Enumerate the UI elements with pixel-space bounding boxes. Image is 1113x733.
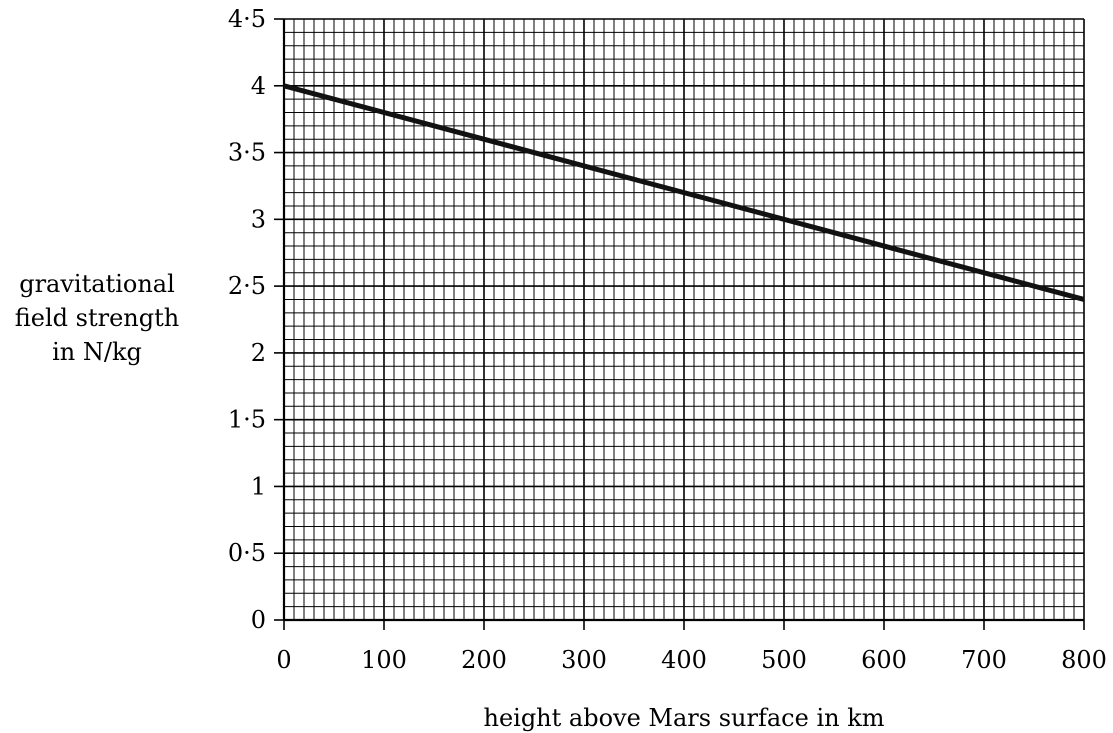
x-tick-label: 300 [561,646,607,674]
y-axis-title-line-1: gravitational [19,270,175,298]
x-tick-label: 100 [361,646,407,674]
y-axis-title-line-2: field strength [15,304,179,332]
x-tick-label: 800 [1061,646,1107,674]
y-tick-label: 3 [251,205,266,233]
series-line [283,83,1085,302]
y-tick-label: 4 [251,72,266,100]
tick-labels: 0 0·5 1 1·5 2 2·5 3 3·5 4 4·5 0 100 200 300 400 500 600 7… [228,5,1107,674]
x-tick-label: 400 [661,646,707,674]
y-tick-label: 4·5 [228,5,266,33]
chart-grid [283,18,1085,621]
chart-axes [274,18,1085,630]
x-tick-label: 600 [861,646,907,674]
y-axis-title-line-3: in N/kg [52,338,142,366]
x-tick-label: 700 [961,646,1007,674]
x-tick-label: 200 [461,646,507,674]
y-tick-label: 0 [251,606,266,634]
y-tick-label: 1 [251,472,266,500]
y-tick-label: 1·5 [228,406,266,434]
y-tick-label: 3·5 [228,139,266,167]
x-axis-title: height above Mars surface in km [483,704,884,732]
chart-series [283,83,1085,302]
x-tick-label: 500 [761,646,807,674]
y-tick-label: 2·5 [228,272,266,300]
y-tick-label: 2 [251,339,266,367]
y-tick-label: 0·5 [228,539,266,567]
x-tick-label: 0 [276,646,291,674]
